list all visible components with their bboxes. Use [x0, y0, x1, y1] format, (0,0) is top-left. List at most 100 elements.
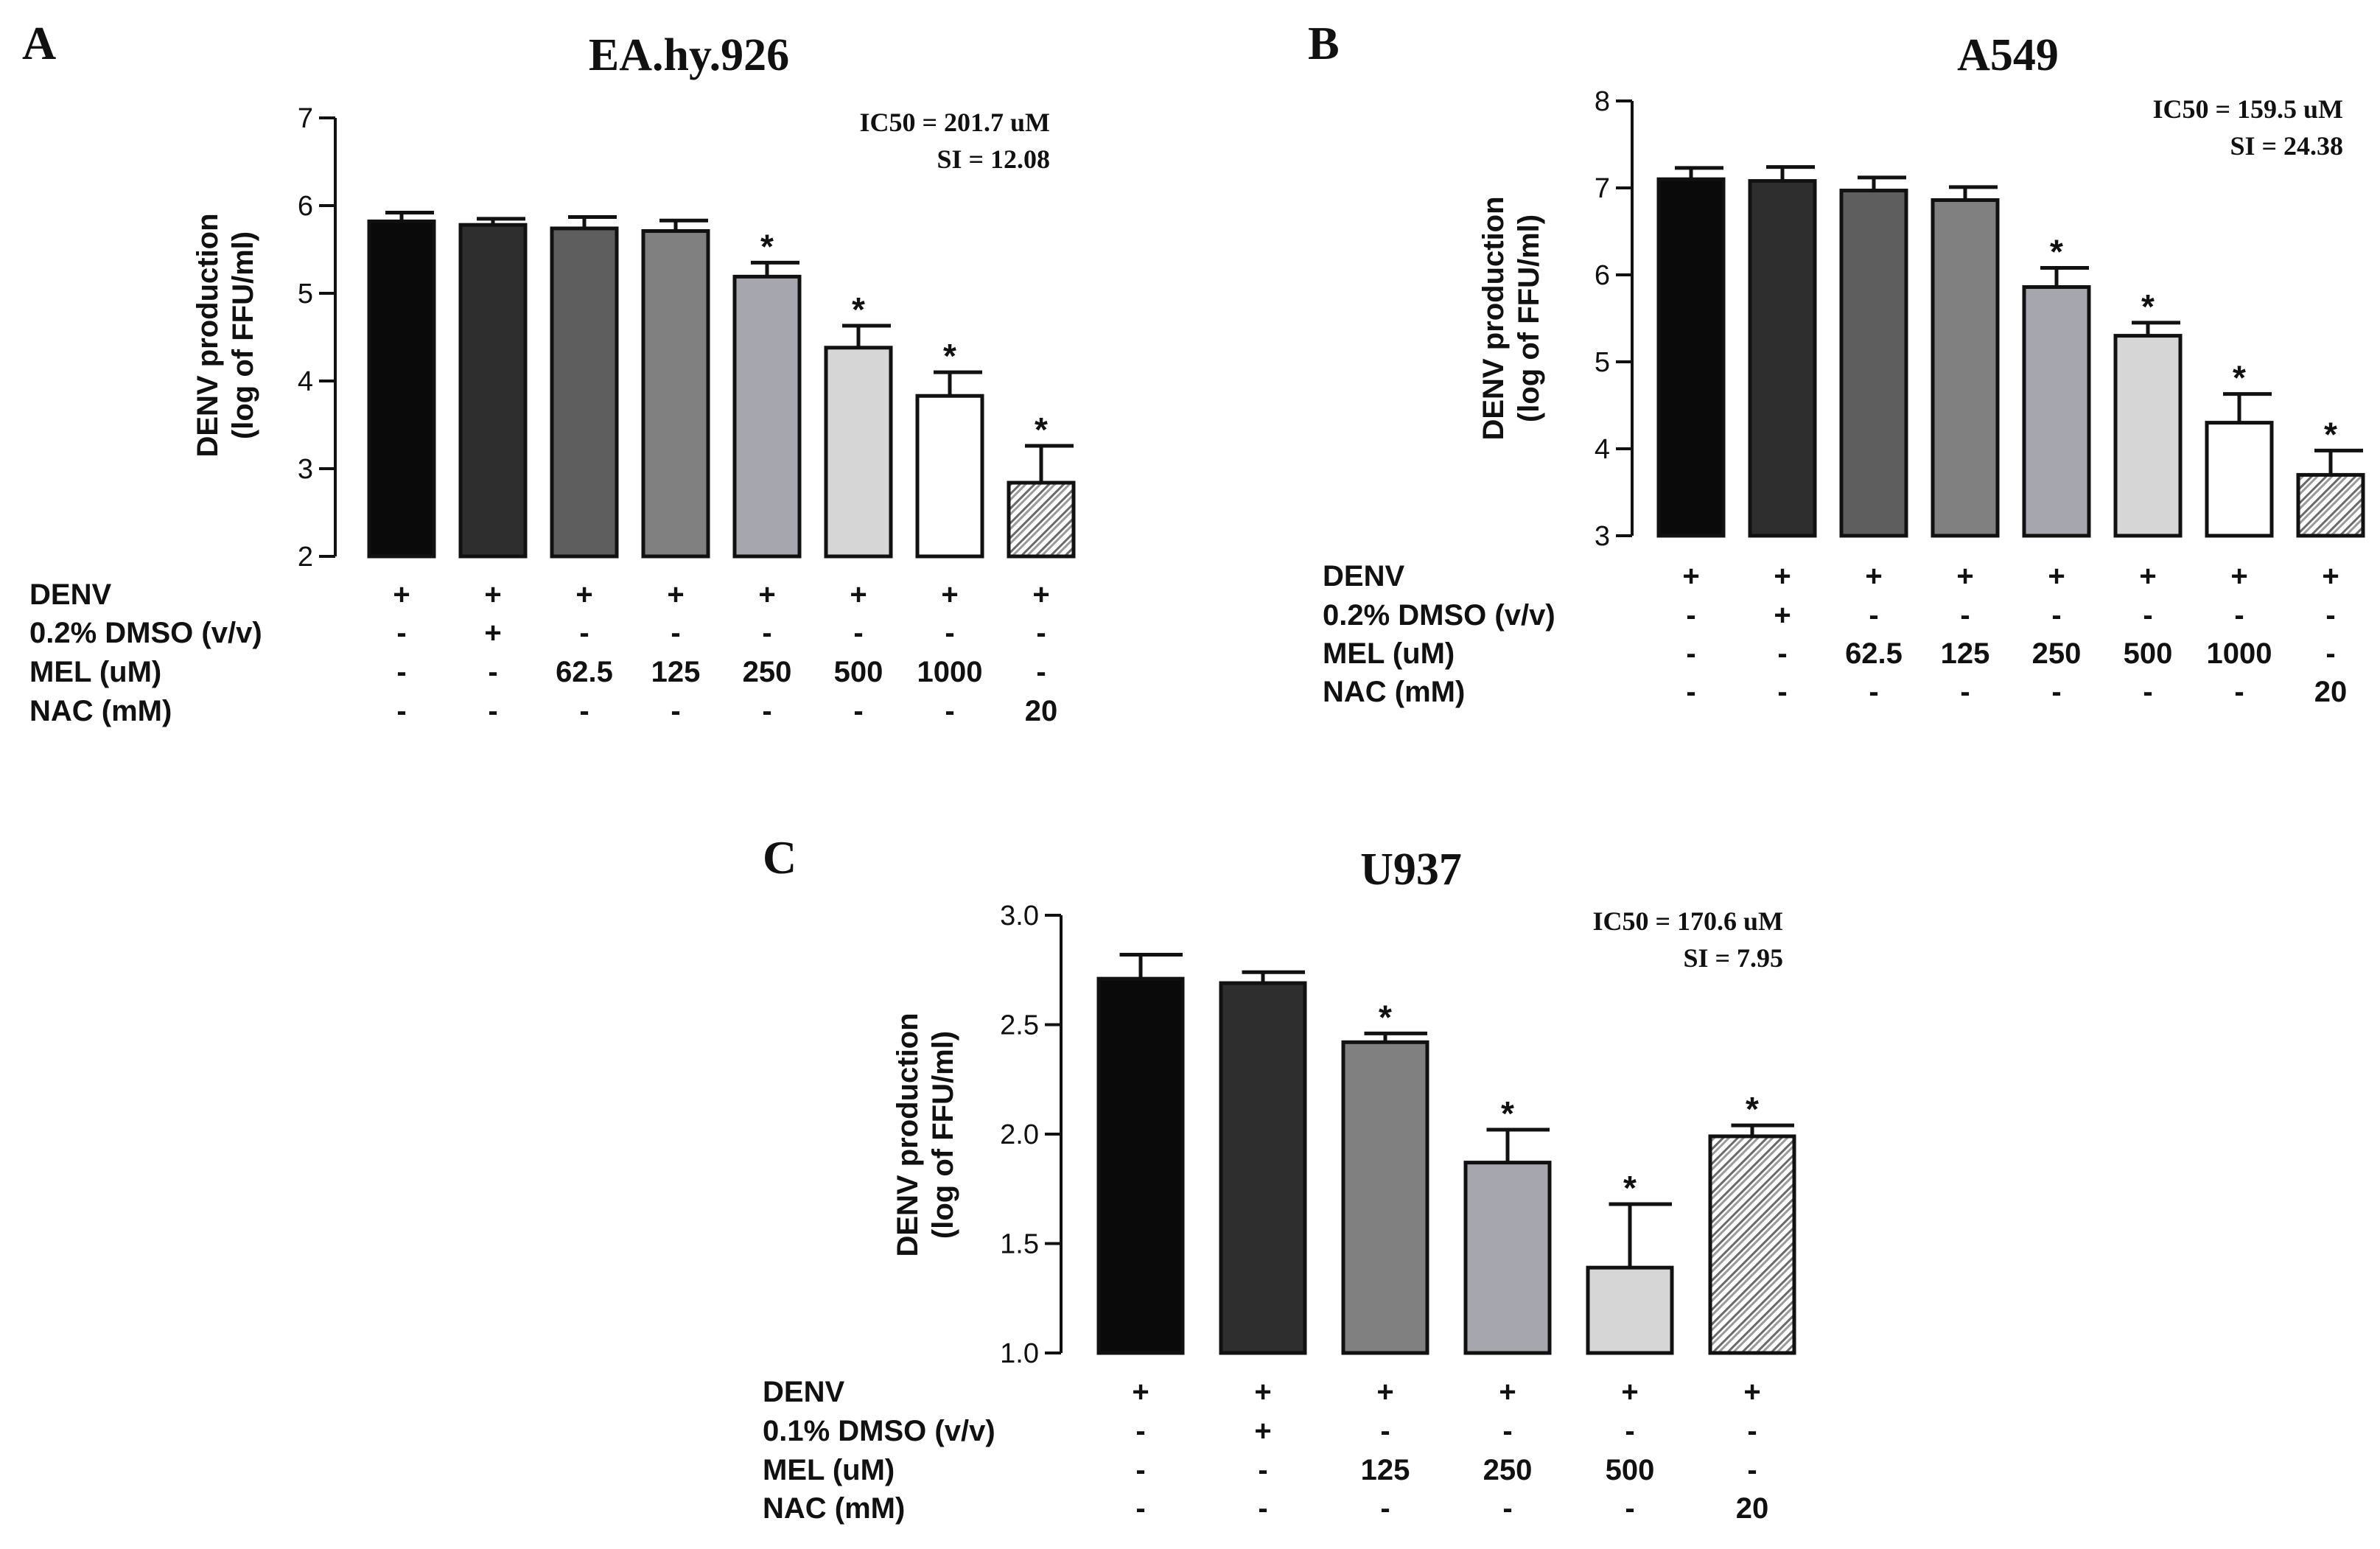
- treatment-cell: +: [1621, 1376, 1638, 1408]
- treatment-cell: -: [2325, 637, 2335, 670]
- treatment-row-label: DENV: [29, 578, 111, 611]
- si-annotation: SI = 7.95: [1683, 943, 1783, 973]
- treatment-cell: -: [1869, 676, 1878, 708]
- treatment-cell: -: [1258, 1492, 1267, 1525]
- chart-title: EA.hy.926: [589, 30, 789, 80]
- si-annotation: SI = 12.08: [937, 144, 1050, 174]
- treatment-cell: -: [1777, 676, 1787, 708]
- treatment-row-label: MEL (uM): [1323, 637, 1455, 670]
- treatment-row-label: DENV: [1323, 560, 1404, 592]
- treatment-cell: -: [1135, 1492, 1145, 1525]
- bar: [641, 229, 710, 559]
- treatment-cell: -: [1258, 1454, 1267, 1486]
- treatment-cell: -: [853, 617, 863, 649]
- bar: [2113, 334, 2183, 538]
- treatment-row-label: MEL (uM): [29, 656, 161, 688]
- y-tick-label: 3: [1595, 521, 1610, 552]
- treatment-cell: -: [1625, 1492, 1634, 1525]
- treatment-cell: -: [1380, 1415, 1390, 1447]
- treatment-cell: 1000: [917, 656, 983, 688]
- y-tick-label: 6: [298, 191, 313, 222]
- treatment-cell: +: [1774, 560, 1791, 592]
- panel-letter: C: [763, 831, 797, 884]
- bar: [2296, 472, 2365, 538]
- treatment-cell: 62.5: [1845, 637, 1903, 670]
- bar: [1839, 189, 1908, 538]
- treatment-cell: -: [1777, 637, 1787, 670]
- treatment-cell: +: [1132, 1376, 1149, 1408]
- treatment-cell: +: [484, 617, 501, 649]
- treatment-cell: -: [1960, 676, 1970, 708]
- treatment-cell: +: [2048, 560, 2065, 592]
- y-tick-label: 4: [298, 366, 313, 397]
- panel-letter: B: [1308, 17, 1340, 69]
- treatment-cell: 500: [1606, 1454, 1655, 1486]
- y-axis-label: DENV production (log of FFU/ml): [892, 1013, 959, 1256]
- treatment-cell: 125: [1361, 1454, 1410, 1486]
- treatment-cell: -: [1686, 599, 1695, 632]
- bar: [2205, 421, 2274, 538]
- significance-marker: *: [1746, 1090, 1759, 1128]
- treatment-cell: -: [1502, 1492, 1512, 1525]
- treatment-cell: -: [488, 656, 497, 688]
- bar: [1463, 1161, 1552, 1355]
- chart-title: A549: [1957, 30, 2059, 80]
- treatment-cell: -: [762, 695, 771, 727]
- bar: [1656, 177, 1726, 538]
- treatment-cell: -: [579, 695, 589, 727]
- bar: [1219, 981, 1307, 1355]
- treatment-cell: +: [941, 578, 958, 611]
- y-tick-label: 7: [298, 103, 313, 134]
- significance-marker: *: [1501, 1094, 1514, 1133]
- treatment-cell: -: [945, 695, 954, 727]
- treatment-row-label: NAC (mM): [763, 1492, 905, 1525]
- y-tick-label: 3.0: [1000, 901, 1039, 931]
- bar: [1096, 976, 1185, 1355]
- treatment-cell: +: [1032, 578, 1049, 611]
- bar: [915, 394, 984, 559]
- treatment-cell: -: [2051, 676, 2061, 708]
- bar: [458, 223, 528, 559]
- treatment-cell: -: [762, 617, 771, 649]
- bar: [824, 346, 893, 559]
- chart-title: U937: [1360, 845, 1462, 895]
- significance-marker: *: [852, 290, 865, 329]
- y-tick-label: 5: [1595, 347, 1610, 378]
- ic50-annotation: IC50 = 201.7 uM: [859, 108, 1050, 137]
- bar: [550, 226, 619, 559]
- treatment-cell: +: [1774, 599, 1791, 632]
- y-axis-label-line: DENV production: [1477, 196, 1510, 440]
- significance-marker: *: [760, 227, 774, 265]
- y-tick-label: 1.0: [1000, 1338, 1039, 1369]
- y-tick-label: 1.5: [1000, 1229, 1039, 1260]
- bar: [1708, 1134, 1796, 1355]
- treatment-cell: -: [1135, 1415, 1145, 1447]
- panel-c: C U937 IC50 = 170.6 uM SI = 7.95 DENV produc…: [763, 831, 1796, 1525]
- treatment-cell: -: [2143, 676, 2152, 708]
- significance-marker: *: [943, 337, 956, 375]
- y-axis-label-line: (log of FFU/ml): [227, 231, 259, 439]
- y-axis-label: DENV production (log of FFU/ml): [192, 213, 259, 457]
- y-tick-label: 6: [1595, 260, 1610, 291]
- bar: [1586, 1265, 1674, 1355]
- panel-letter: A: [22, 17, 56, 69]
- treatment-cell: 250: [743, 656, 792, 688]
- treatment-row-label: 0.2% DMSO (v/v): [1323, 599, 1555, 632]
- treatment-cell: -: [1747, 1415, 1757, 1447]
- y-axis-label-line: (log of FFU/ml): [1513, 214, 1545, 422]
- significance-marker: *: [1379, 998, 1392, 1036]
- treatment-cell: +: [2322, 560, 2339, 592]
- treatment-cell: 20: [1736, 1492, 1769, 1525]
- y-tick-label: 2.5: [1000, 1010, 1039, 1041]
- y-tick-label: 2.0: [1000, 1119, 1039, 1150]
- treatment-cell: -: [488, 695, 497, 727]
- y-tick-label: 7: [1595, 173, 1610, 204]
- treatment-cell: +: [393, 578, 410, 611]
- treatment-row-label: NAC (mM): [1323, 676, 1465, 708]
- treatment-cell: 125: [1941, 637, 1990, 670]
- y-tick-label: 3: [298, 454, 313, 485]
- treatment-row-label: 0.1% DMSO (v/v): [763, 1415, 995, 1447]
- treatment-row-label: 0.2% DMSO (v/v): [29, 617, 262, 649]
- treatment-cell: +: [850, 578, 867, 611]
- y-axis-label: DENV production (log of FFU/ml): [1477, 196, 1545, 440]
